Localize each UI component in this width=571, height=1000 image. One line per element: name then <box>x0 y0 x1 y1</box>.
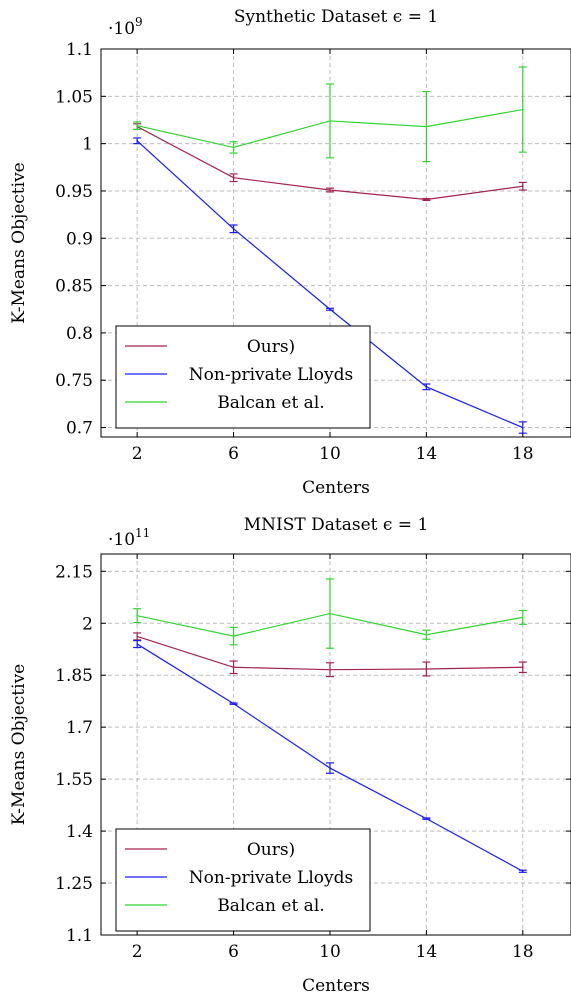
x-tick-label: 6 <box>228 444 239 464</box>
legend: Ours) Non-private Lloyds Balcan et al. <box>115 828 371 932</box>
series-1 <box>133 639 527 873</box>
y-tick-label: 1 <box>82 135 93 155</box>
x-tick-label: 18 <box>512 444 534 464</box>
y-tick-label: 0.85 <box>55 277 93 297</box>
x-tick-label: 6 <box>228 942 239 962</box>
data-point <box>521 616 524 619</box>
data-point <box>136 643 138 645</box>
y-tick-label: 1.85 <box>55 666 93 686</box>
x-tick-label: 14 <box>416 444 438 464</box>
plot-frame <box>100 48 571 438</box>
y-tick-label: 0.7 <box>66 419 93 439</box>
legend-box <box>115 828 371 932</box>
x-tick-label: 2 <box>132 942 143 962</box>
data-point <box>521 108 524 111</box>
legend-label: Ours) <box>247 840 295 860</box>
scale-base: ·10 <box>108 19 135 39</box>
plot-frame <box>100 553 571 936</box>
chart-title: Synthetic Dataset ϵ = 1 <box>234 7 438 27</box>
axis-scale-factor: ·109 <box>108 15 143 39</box>
x-tick-label: 10 <box>319 942 341 962</box>
legend: Ours) Non-private Lloyds Balcan et al. <box>115 325 371 429</box>
chart-0: 2 6 10 14 18 0.7 0.75 0.8 0.85 0.9 0.95 1 1.05 1.1 Syn… <box>9 7 571 498</box>
legend-label: Non-private Lloyds <box>189 868 353 888</box>
series-2 <box>133 578 527 649</box>
data-point <box>521 666 524 669</box>
data-point <box>425 198 428 201</box>
scale-exponent: 11 <box>135 526 150 540</box>
legend-label: Balcan et al. <box>217 896 324 916</box>
y-tick-label: 0.8 <box>66 324 93 344</box>
series-2 <box>133 66 527 163</box>
data-point <box>232 176 235 179</box>
data-point <box>329 767 331 769</box>
data-point <box>136 139 138 142</box>
scale-base: ·10 <box>108 530 135 550</box>
x-tick-label: 18 <box>512 942 534 962</box>
y-tick-label: 1.05 <box>55 87 93 107</box>
y-tick-label: 0.9 <box>66 229 93 249</box>
y-tick-label: 2.15 <box>55 562 93 582</box>
legend-label: Ours) <box>247 337 295 357</box>
y-tick-label: 1.55 <box>55 770 93 790</box>
data-point <box>136 124 138 127</box>
data-point <box>521 426 524 429</box>
scale-exponent: 9 <box>135 15 143 29</box>
chart-1: 2 6 10 14 18 1.1 1.25 1.4 1.55 1.7 1.85 2 2.15 MNIST … <box>9 515 571 996</box>
data-point <box>232 228 235 230</box>
series-0 <box>133 632 527 678</box>
x-tick-label: 10 <box>319 444 341 464</box>
data-point <box>425 668 428 670</box>
data-point <box>136 635 138 638</box>
data-point <box>521 870 524 873</box>
data-point <box>425 817 428 820</box>
data-point <box>425 633 428 636</box>
data-point <box>329 612 331 615</box>
axis-scale-factor: ·1011 <box>108 526 150 550</box>
y-tick-label: 2 <box>82 614 93 634</box>
y-axis-label: K-Means Objective <box>9 664 29 826</box>
legend-box <box>115 325 371 429</box>
data-point <box>425 125 428 128</box>
data-point <box>329 668 331 671</box>
y-tick-label: 1.25 <box>55 874 93 894</box>
legend-label: Non-private Lloyds <box>189 365 353 385</box>
y-tick-label: 1.1 <box>66 926 93 946</box>
x-tick-label: 2 <box>132 444 143 464</box>
data-point <box>232 635 235 637</box>
y-tick-label: 1.4 <box>66 822 93 842</box>
data-point <box>521 185 524 188</box>
data-point <box>329 308 331 311</box>
data-point <box>425 386 428 388</box>
x-axis-label: Centers <box>302 478 370 498</box>
y-tick-label: 1.7 <box>66 718 93 738</box>
data-point <box>232 666 235 669</box>
y-axis-label: K-Means Objective <box>9 162 29 324</box>
y-tick-label: 1.1 <box>66 40 93 60</box>
data-point <box>136 614 138 617</box>
chart-title: MNIST Dataset ϵ = 1 <box>244 515 429 535</box>
y-tick-label: 0.95 <box>55 182 93 202</box>
series-1 <box>133 137 527 434</box>
data-point <box>232 702 235 705</box>
data-point <box>329 189 331 191</box>
x-axis-label: Centers <box>302 976 370 996</box>
x-tick-label: 14 <box>416 942 438 962</box>
data-point <box>329 120 331 122</box>
legend-label: Balcan et al. <box>217 393 324 413</box>
data-point <box>232 146 235 149</box>
y-tick-label: 0.75 <box>55 371 93 391</box>
